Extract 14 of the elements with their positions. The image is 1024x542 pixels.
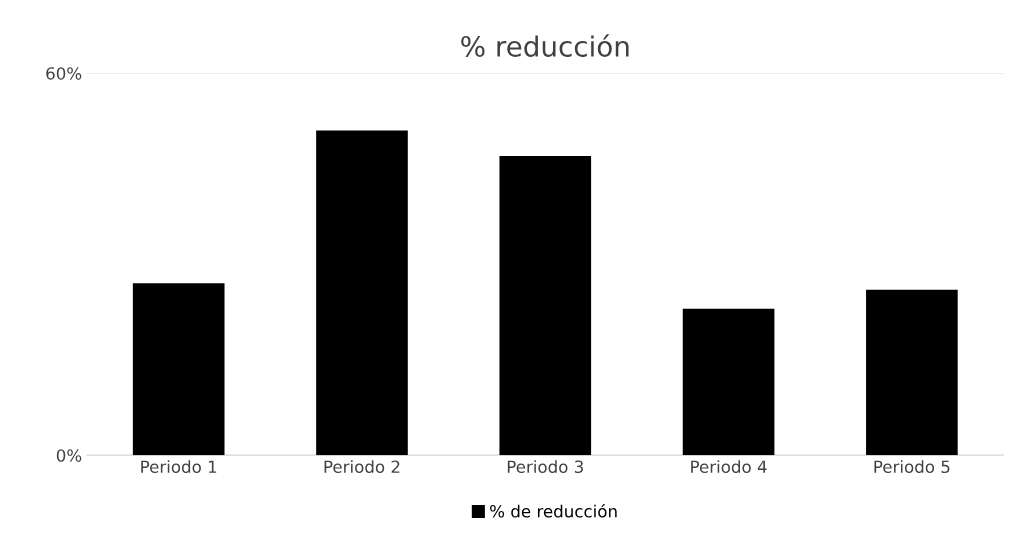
x-tick-label: Periodo 1 <box>141 460 217 474</box>
bar <box>316 130 408 456</box>
y-tick-label: 60% <box>46 67 82 80</box>
bar <box>866 289 958 456</box>
bar <box>682 308 775 456</box>
chart-title: % reducción <box>461 34 629 57</box>
bar <box>499 155 592 456</box>
y-tick-label: 0% <box>56 449 82 462</box>
x-tick-label: Periodo 3 <box>507 460 583 474</box>
x-tick-label: Periodo 2 <box>324 460 400 474</box>
bar <box>132 283 225 456</box>
x-tick-label: Periodo 5 <box>874 460 950 474</box>
x-tick-label: Periodo 4 <box>691 460 767 474</box>
legend-label: % de reducción <box>490 504 617 518</box>
